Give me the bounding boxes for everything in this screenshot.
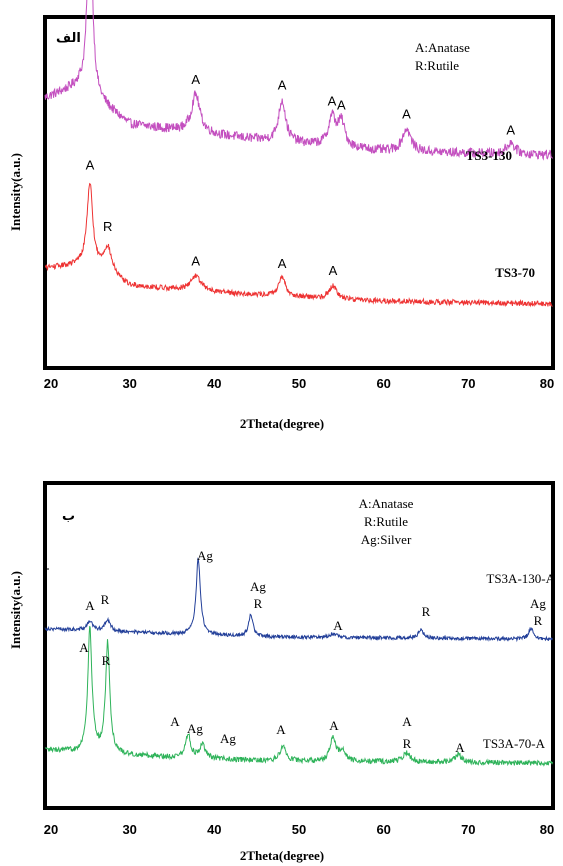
peak-label: A [170, 714, 180, 729]
x-tick-label: 60 [376, 822, 390, 837]
x-tick-label: 30 [122, 822, 136, 837]
panel2-legend-silver: Ag:Silver [361, 532, 412, 547]
series-line-ts3a-70-a [44, 625, 553, 767]
panel1-frame [43, 15, 555, 370]
peak-label: Ag [250, 579, 266, 594]
panel2-frame [43, 481, 555, 810]
panel2-y-axis-title: Intensity(a.u.) [8, 571, 23, 649]
peak-label: R [422, 604, 431, 619]
peak-label: R [101, 592, 110, 607]
x-tick-label: 70 [461, 822, 475, 837]
peak-label: R [102, 653, 111, 668]
peak-label: A [85, 598, 95, 613]
peak-label: R [403, 736, 412, 751]
series-line-ts3-70 [44, 182, 553, 308]
peak-label: Ag [220, 731, 236, 746]
peak-label: A [329, 263, 338, 278]
series-name-label: TS3A-70-A [483, 736, 546, 751]
x-tick-label: 50 [292, 822, 306, 837]
peak-label: A [278, 78, 287, 93]
peak-label: A [506, 123, 515, 138]
peak-label: R [534, 613, 543, 628]
x-tick-label: 80 [540, 376, 554, 391]
panel1-letter: الف [56, 31, 81, 46]
peak-label: Ag [187, 721, 203, 736]
panel2-letter: ب [62, 509, 75, 524]
x-tick-label: 40 [207, 822, 221, 837]
x-tick-label: 50 [292, 376, 306, 391]
peak-label: A [86, 158, 95, 173]
peak-label: A [402, 714, 412, 729]
series-line-ts3-130 [44, 0, 553, 161]
peak-label: Ag [530, 596, 546, 611]
panel1-x-axis-title: 2Theta(degree) [240, 416, 324, 431]
x-tick-label: 30 [122, 376, 136, 391]
peak-label: A [328, 93, 337, 108]
panel2-x-axis-title: 2Theta(degree) [240, 848, 324, 863]
x-tick-label: 20 [44, 822, 58, 837]
peak-label: A [191, 72, 200, 87]
peak-label: A [455, 740, 465, 755]
panel1-y-axis-title: Intensity(a.u.) [8, 153, 23, 231]
panel2-legend-rutile: R:Rutile [364, 514, 408, 529]
x-tick-label: 40 [207, 376, 221, 391]
panel2-legend-anatase: A:Anatase [359, 496, 414, 511]
x-tick-label: 80 [540, 822, 554, 837]
panel-anatase-rutile: الف A:Anatase R:Rutile TS3-130AAAAAAATS3… [8, 0, 555, 431]
panel1-x-ticks: 20 30 40 50 60 70 80 [44, 376, 554, 391]
peak-label: A [191, 254, 200, 269]
peak-label: A [276, 722, 286, 737]
peak-label: R [103, 219, 112, 234]
peak-label: A [79, 640, 89, 655]
panel1-legend-anatase: A:Anatase [415, 40, 470, 55]
x-tick-label: 70 [461, 376, 475, 391]
panel1-legend-rutile: R:Rutile [415, 58, 459, 73]
peak-label: A [337, 97, 346, 112]
peak-label: A [329, 718, 339, 733]
x-tick-label: 20 [44, 376, 58, 391]
x-tick-label: 60 [376, 376, 390, 391]
panel2-x-ticks: 20 30 40 50 60 70 80 [44, 822, 554, 837]
peak-label: A [402, 107, 411, 122]
series-name-label: TS3-130 [466, 148, 512, 163]
peak-label: A [333, 618, 343, 633]
series-name-label: TS3A-130-A [486, 571, 555, 586]
panel-silver: ب A:Anatase R:Rutile Ag:Silver TS3A-130-… [8, 481, 556, 863]
series-name-label: TS3-70 [495, 265, 535, 280]
peak-label: R [254, 596, 263, 611]
series-line-ts3a-130-a [44, 557, 553, 643]
peak-label: A [278, 256, 287, 271]
peak-label: Ag [197, 548, 213, 563]
